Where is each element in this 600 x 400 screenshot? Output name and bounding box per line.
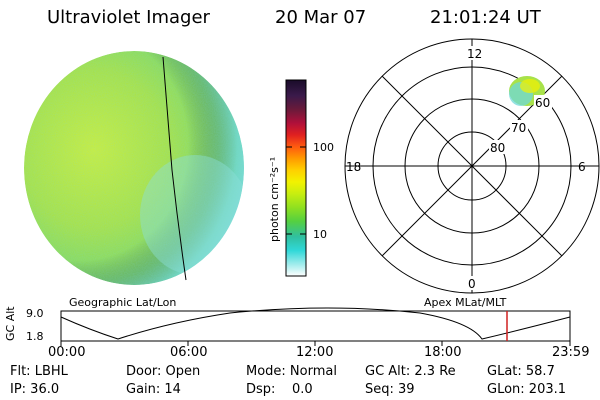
- status-seq: Seq: 39: [365, 382, 415, 397]
- mlt-label-12: 12: [467, 47, 482, 61]
- status-glat: GLat: 58.7: [487, 364, 555, 379]
- timeline-left-title: Geographic Lat/Lon: [69, 296, 177, 309]
- timeline-xtick-0600: 06:00: [170, 345, 208, 360]
- timeline-right-title: Apex MLat/MLT: [424, 296, 507, 309]
- mlt-label-6: 6: [578, 160, 586, 174]
- status-gain: Gain: 14: [126, 382, 181, 397]
- mlt-label-0: 0: [468, 277, 476, 291]
- colorbar-unit-label: photon cm⁻²s⁻¹: [268, 157, 281, 242]
- observation-time: 21:01:24 UT: [430, 7, 541, 28]
- timeline-xtick-1800: 18:00: [424, 345, 462, 360]
- status-filter: Flt: LBHL: [10, 364, 68, 379]
- instrument-title: Ultraviolet Imager: [47, 7, 210, 28]
- status-ip: IP: 36.0: [10, 382, 60, 397]
- status-gc-altitude: GC Alt: 2.3 Re: [365, 364, 456, 379]
- terminator-line: [162, 56, 187, 281]
- colorbar-gradient: [285, 79, 307, 277]
- timeline-ytick-top: 9.0: [26, 307, 44, 320]
- lat-label-70: 70: [511, 121, 526, 135]
- observation-date: 20 Mar 07: [275, 7, 367, 28]
- timeline-xtick-1200: 12:00: [296, 345, 334, 360]
- status-door: Door: Open: [126, 364, 201, 379]
- timeline-xtick-0000: 00:00: [48, 345, 86, 360]
- lat-label-60: 60: [535, 96, 550, 110]
- mlt-label-18: 18: [346, 160, 361, 174]
- status-mode: Mode: Normal: [246, 364, 337, 379]
- timeline-xtick-2359: 23:59: [552, 345, 590, 360]
- altitude-curve: [60, 307, 571, 340]
- colorbar-tick-100: 100: [313, 141, 334, 154]
- status-dsp: Dsp: 0.0: [246, 382, 313, 397]
- colorbar-tick-10: 10: [313, 228, 327, 241]
- lat-label-80: 80: [490, 141, 505, 155]
- timeline-ytick-bottom: 1.8: [26, 330, 44, 343]
- status-glon: GLon: 203.1: [487, 382, 567, 397]
